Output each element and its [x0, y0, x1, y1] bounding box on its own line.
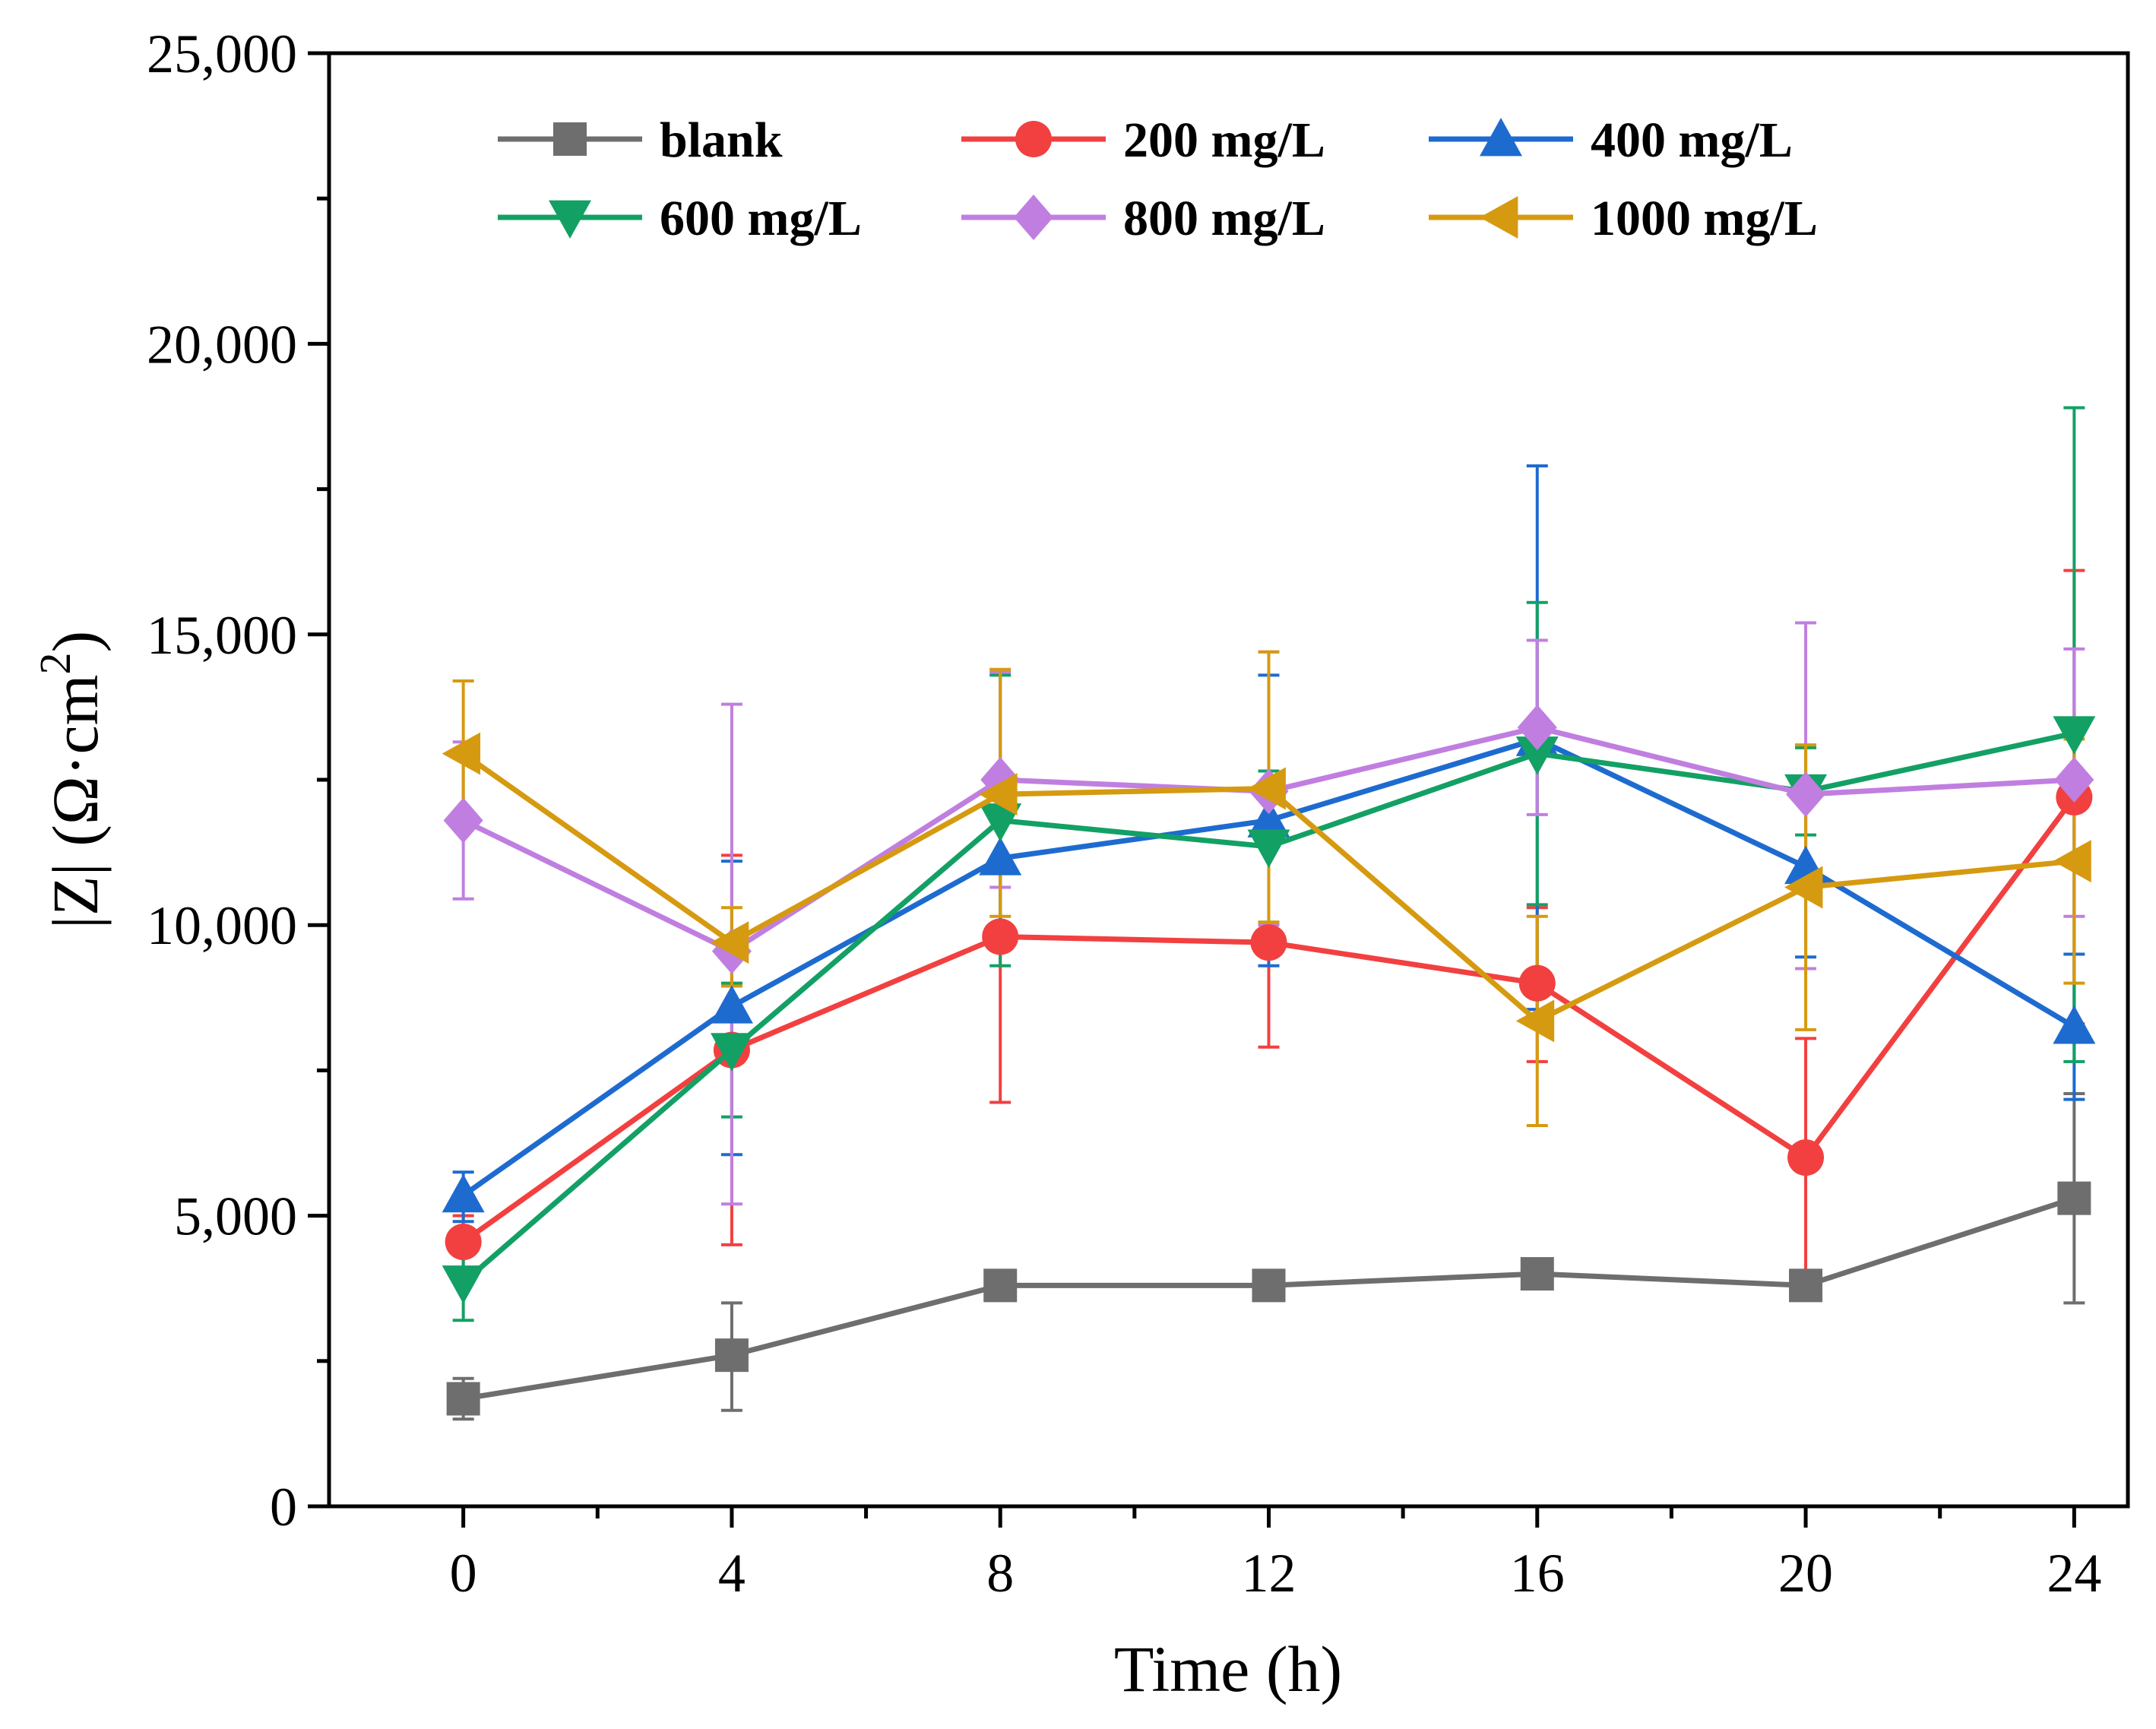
y-axis-title-main: |Z| (Ω·cm [39, 674, 112, 929]
legend-item-5: 1000 mg/L [1429, 191, 1818, 246]
data-point [710, 1033, 753, 1072]
y-tick-label: 15,000 [147, 605, 297, 666]
y-axis-title-close: ) [39, 631, 112, 653]
x-tick-label: 12 [1241, 1543, 1296, 1604]
data-point [710, 921, 749, 964]
y-tick-label: 10,000 [147, 895, 297, 956]
data-point [2053, 716, 2096, 755]
legend-marker [1480, 118, 1522, 157]
legend-label: 1000 mg/L [1591, 191, 1818, 246]
data-point [446, 1382, 480, 1416]
data-point [1250, 924, 1287, 961]
y-tick-label: 5,000 [174, 1186, 297, 1247]
x-tick-label: 16 [1510, 1543, 1565, 1604]
data-point [1247, 767, 1286, 810]
x-tick-label: 24 [2047, 1543, 2101, 1604]
y-axis-title-sup: 2 [30, 652, 80, 674]
data-point [1515, 736, 1559, 775]
legend-item-2: 400 mg/L [1429, 112, 1793, 168]
data-point [983, 1268, 1018, 1303]
data-point [442, 732, 481, 775]
data-point [1247, 829, 1290, 868]
data-point [1518, 964, 1556, 1002]
plot-frame [327, 51, 2130, 1509]
legend-marker [553, 122, 587, 156]
legend-label: 800 mg/L [1123, 191, 1325, 246]
data-point [2053, 1005, 2096, 1044]
data-point [442, 1265, 485, 1304]
data-point [1520, 1257, 1554, 1291]
y-tick-label: 20,000 [147, 314, 297, 375]
data-point [1784, 866, 1823, 909]
legend-item-3: 600 mg/L [498, 191, 862, 246]
data-point [1252, 1268, 1286, 1303]
legend-label: 200 mg/L [1123, 112, 1325, 168]
series-5 [442, 732, 2091, 1043]
data-point [979, 803, 1022, 842]
legend-label: 400 mg/L [1591, 112, 1793, 168]
data-point [2057, 1181, 2091, 1215]
data-point [1517, 705, 1557, 751]
legend-label: 600 mg/L [660, 191, 862, 246]
legend-marker [549, 200, 591, 239]
data-point [1787, 1139, 1825, 1176]
data-point [2054, 757, 2094, 803]
legend: blank 200 mg/L 400 mg/L 600 mg/L 800 mg/L 100… [498, 112, 1818, 246]
axes-layer: 0 4 8 12 16 20 24 0 5,000 10,000 15,000 20,000 25,00… [147, 24, 2101, 1604]
y-axis-title: |Z| (Ω·cm2) [30, 631, 112, 929]
data-point [1789, 1268, 1823, 1303]
legend-item-4: 800 mg/L [961, 191, 1325, 246]
data-point [979, 773, 1018, 816]
x-tick-label: 0 [450, 1543, 477, 1604]
legend-item-1: 200 mg/L [961, 112, 1325, 168]
data-point [982, 918, 1019, 955]
series-0 [446, 1181, 2091, 1416]
data-point [443, 797, 483, 844]
x-tick-label: 4 [718, 1543, 746, 1604]
legend-marker [1014, 195, 1053, 240]
data-point [445, 1224, 482, 1261]
legend-marker [1480, 196, 1518, 239]
legend-item-0: blank [498, 112, 783, 168]
legend-label: blank [660, 112, 783, 168]
x-tick-label: 8 [986, 1543, 1014, 1604]
data-point [1786, 771, 1826, 818]
data-point [714, 1338, 749, 1373]
x-tick-label: 20 [1778, 1543, 1833, 1604]
series-layer [442, 406, 2096, 1421]
data-point [442, 1173, 485, 1213]
y-tick-label: 25,000 [147, 24, 297, 84]
data-point [710, 985, 753, 1024]
data-point [1515, 999, 1555, 1043]
data-point [1247, 799, 1290, 838]
legend-marker [1015, 121, 1052, 157]
y-tick-label: 0 [270, 1477, 297, 1537]
data-point [2053, 840, 2091, 883]
data-point [979, 837, 1022, 876]
x-axis-title: Time (h) [1114, 1632, 1342, 1705]
